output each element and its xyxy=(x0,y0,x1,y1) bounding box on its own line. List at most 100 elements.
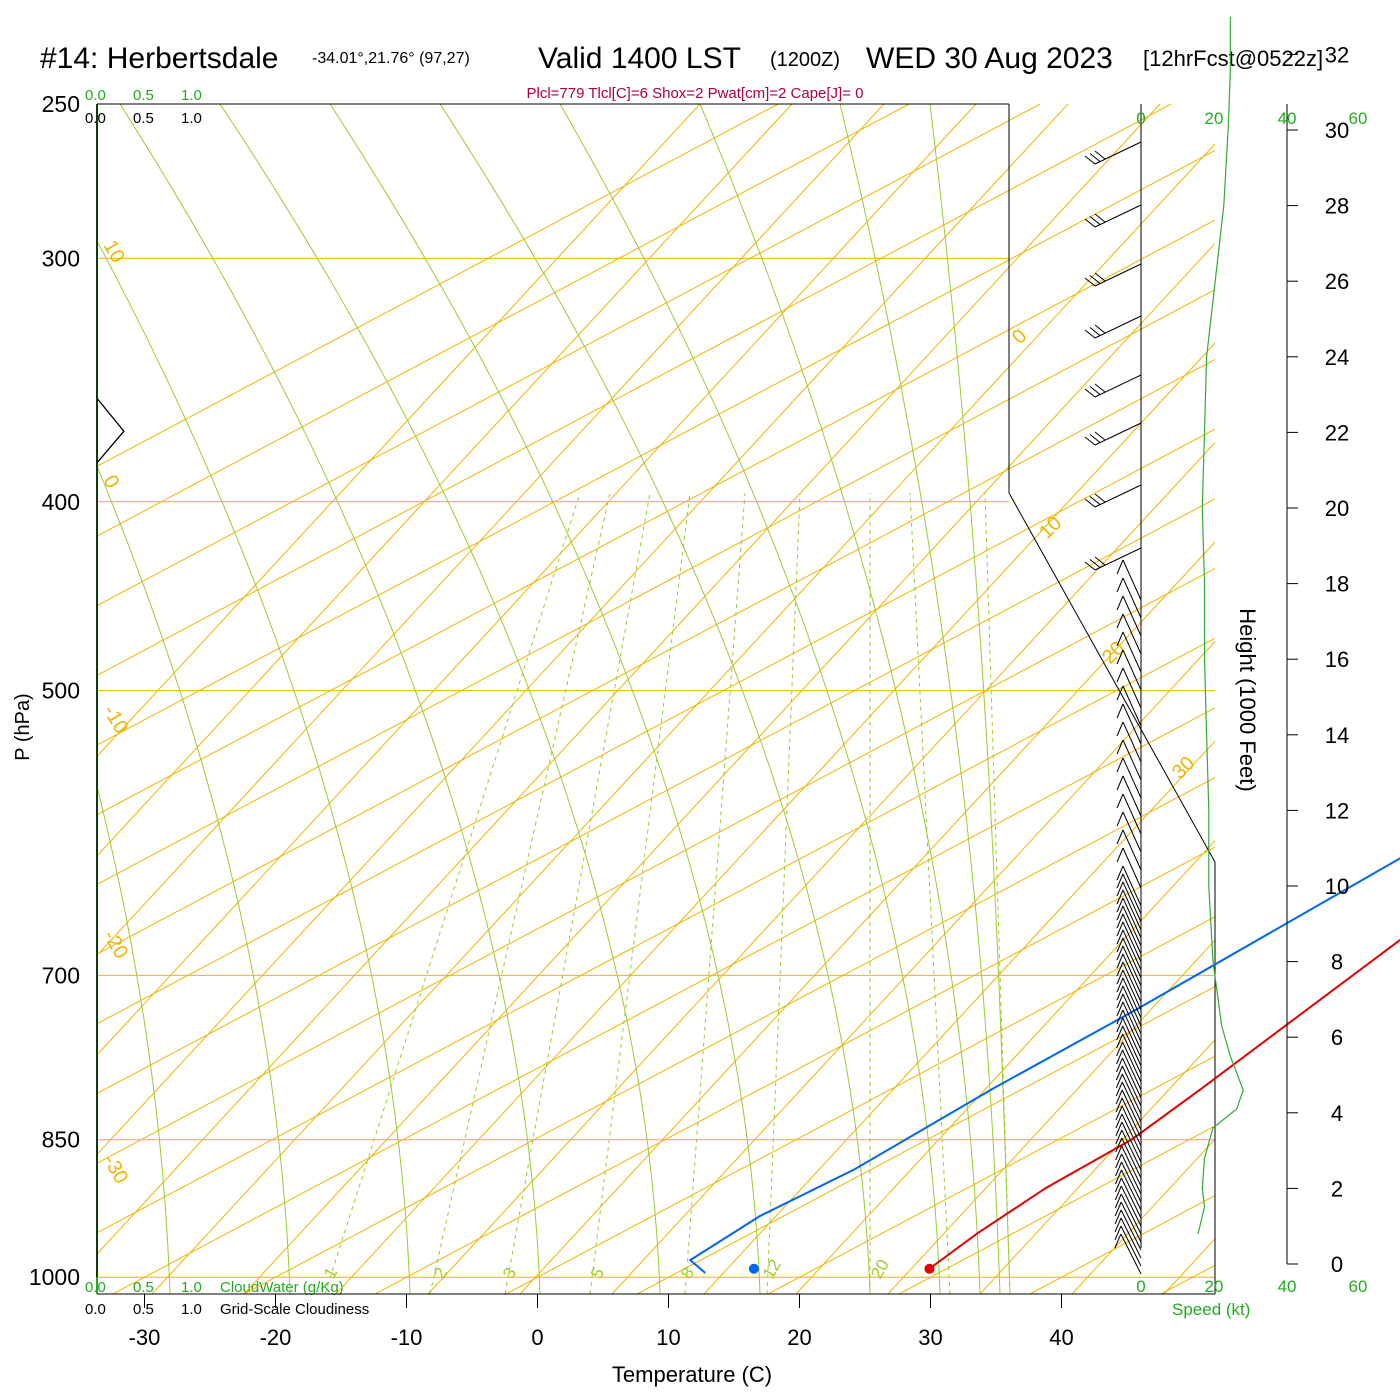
cloudwater-tick-0: 0.0 xyxy=(85,1279,106,1296)
wind-barb-feather xyxy=(1116,993,1124,1009)
wind-barb-feather xyxy=(1115,1145,1123,1161)
wind-barb xyxy=(1122,953,1142,995)
dry-adiabat xyxy=(335,342,1215,1294)
mixing-ratio-label: 20 xyxy=(867,1256,893,1282)
dry-adiabat xyxy=(1163,1238,1215,1294)
mixing-ratio-label: 5 xyxy=(587,1264,608,1282)
moist-adiabat xyxy=(97,784,171,1294)
dry-adiabat xyxy=(703,740,1215,1294)
wind-barb-feather xyxy=(1114,1177,1122,1193)
wind-barb xyxy=(1094,204,1142,228)
wind-barb xyxy=(1121,1081,1142,1123)
moist-adiabat-lines xyxy=(97,104,1011,1294)
isotherm-label: 10 xyxy=(99,237,129,267)
station-coords: -34.01°,21.76° (97,27) xyxy=(312,50,470,67)
dry-adiabat xyxy=(97,104,1069,1156)
dry-adiabat xyxy=(97,104,885,957)
wind-barb xyxy=(1122,913,1142,955)
height-tick-label: 28 xyxy=(1325,194,1349,219)
wind-barb xyxy=(1122,847,1142,889)
dry-adiabat xyxy=(151,143,1215,1294)
wind-barb xyxy=(1120,1177,1142,1219)
sounding-profiles xyxy=(688,857,1400,1274)
wind-barb xyxy=(1122,993,1142,1035)
wind-barb-feather xyxy=(1084,155,1096,165)
mixing-ratio-line xyxy=(429,492,611,1295)
wind-barb-feather xyxy=(1116,1017,1124,1033)
wind-barb-feather xyxy=(1115,1089,1123,1105)
wind-barb-feather xyxy=(1114,1233,1122,1249)
temperature-line xyxy=(928,938,1400,1270)
isotherm-label: -10 xyxy=(99,702,133,738)
wind-barb xyxy=(1121,1145,1142,1187)
wind-barb xyxy=(1122,937,1142,979)
moist-adiabat xyxy=(219,104,661,1294)
wind-barb-feather xyxy=(1089,153,1101,162)
wind-barb-feather xyxy=(1116,631,1124,647)
wind-barb-feather xyxy=(1116,685,1124,701)
wind-barb-feather xyxy=(1116,1041,1124,1057)
wind-barb xyxy=(1122,929,1142,971)
wind-barb-feather xyxy=(1089,434,1101,443)
dry-adiabat xyxy=(243,242,1215,1294)
wind-barb xyxy=(1122,1001,1142,1043)
wind-barb xyxy=(1122,977,1142,1019)
wind-barb xyxy=(1121,1089,1142,1131)
wind-barb-feather xyxy=(1094,383,1106,393)
wind-barb-feather xyxy=(1115,1121,1123,1137)
mixing-ratio-line xyxy=(324,492,581,1295)
wind-barb xyxy=(1120,1193,1142,1235)
wind-barb-feather xyxy=(1116,1033,1124,1049)
wind-barb xyxy=(1121,1169,1142,1211)
isotherm-label: -20 xyxy=(99,927,133,963)
x-tick-label: 10 xyxy=(656,1325,680,1350)
wind-barb-feather xyxy=(1116,1001,1124,1017)
wind-barb-feather xyxy=(1115,1161,1123,1177)
wind-barb-feather xyxy=(1116,953,1124,969)
x-tick-label: -10 xyxy=(391,1325,423,1350)
wind-barb-feather xyxy=(1116,667,1124,683)
dry-adiabat xyxy=(519,541,1215,1294)
wind-barb xyxy=(1122,961,1142,1003)
pressure-tick-label: 400 xyxy=(42,489,80,515)
moist-adiabat xyxy=(329,104,761,1294)
wind-barb-feather xyxy=(1116,793,1124,809)
wind-barb-feather xyxy=(1084,388,1096,398)
height-tick-label: 30 xyxy=(1325,118,1349,143)
wind-barb-feather xyxy=(1116,889,1124,905)
height-tick-label: 2 xyxy=(1331,1176,1343,1201)
x-tick-label: 30 xyxy=(918,1325,942,1350)
wind-barb-feather xyxy=(1116,1009,1124,1025)
wind-barb-feather xyxy=(1116,977,1124,993)
utc-time: (1200Z) xyxy=(770,49,840,71)
wind-barb xyxy=(1122,829,1142,871)
wind-barb-feather xyxy=(1116,739,1124,755)
height-tick-label: 24 xyxy=(1325,345,1349,370)
wind-barb-feather xyxy=(1094,272,1106,282)
isotherm xyxy=(97,104,1041,607)
wind-barb-feather xyxy=(1116,985,1124,1001)
dry-adiabat xyxy=(97,104,977,1056)
cloudiness-tick-2: 1.0 xyxy=(181,110,202,127)
wind-barb xyxy=(1121,1121,1142,1163)
wind-barb-feather xyxy=(1094,431,1106,441)
wind-barb-feather xyxy=(1116,1025,1124,1041)
valid-time: Valid 1400 LST xyxy=(538,42,741,75)
wind-barb-feather xyxy=(1116,775,1124,791)
isotherm xyxy=(97,289,1215,885)
wind-barb-feather xyxy=(1114,1225,1122,1241)
wind-barb-feather xyxy=(1115,1073,1123,1089)
cloudiness-profile xyxy=(96,104,125,1278)
temperature-axis: -30 -20 -10 0 10 20 30 40 xyxy=(129,1294,1074,1350)
wind-barb xyxy=(1122,1057,1142,1099)
wind-barb xyxy=(1122,945,1142,987)
wind-barb xyxy=(1122,739,1142,781)
isotherm xyxy=(374,846,1215,1294)
wind-barb-feather xyxy=(1115,1137,1123,1153)
wind-barb xyxy=(1121,1097,1142,1139)
wind-barb xyxy=(1122,595,1142,637)
wind-barb xyxy=(1094,547,1142,571)
